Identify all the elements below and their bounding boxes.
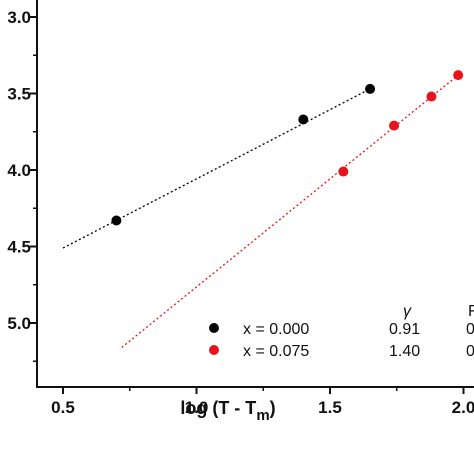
fit-line-series-0	[62, 88, 371, 249]
legend-column-header: F	[468, 303, 474, 320]
legend-marker	[209, 345, 219, 355]
legend-column-header: γ	[403, 303, 412, 320]
fit-line-series-1	[121, 74, 459, 348]
x-tick-label: 1.0	[185, 398, 209, 417]
x-tick-label: 1.5	[318, 398, 342, 417]
legend-marker	[209, 323, 219, 333]
legend-series-name: x = 0.000	[243, 321, 309, 338]
legend: γ Fx = 0.000 0.91 0 x = 0.075 1.40 0	[209, 303, 474, 360]
data-point-series-0	[298, 114, 309, 125]
x-tick-label: 2.0	[452, 398, 474, 417]
x-tick-label: 0.5	[51, 398, 75, 417]
data-point-series-1	[338, 166, 349, 177]
data-point-series-0	[365, 83, 376, 94]
legend-series-name: x = 0.075	[243, 343, 309, 360]
x-axis-title-main: log (T - T	[180, 398, 256, 418]
data-point-series-0	[111, 215, 122, 226]
data-point-series-1	[389, 120, 400, 131]
fit-lines	[62, 74, 459, 348]
legend-gamma-value: 1.40	[389, 343, 420, 360]
y-tick-label: 4.5	[7, 238, 31, 257]
data-points	[111, 70, 464, 226]
x-axis-title-subscript: m	[256, 407, 269, 424]
y-tick-label: 3.0	[7, 8, 31, 27]
legend-extra-value: 0	[466, 343, 474, 360]
data-point-series-1	[453, 70, 464, 81]
ticks: 0.5 1.0 1.5 2.0 3.0 3.5 4.0 4.5 5.0	[7, 8, 474, 417]
x-axis-title: log (T - Tm)	[180, 398, 275, 424]
legend-extra-value: 0	[466, 321, 474, 338]
y-tick-label: 4.0	[7, 161, 31, 180]
y-tick-label: 5.0	[7, 314, 31, 333]
y-tick-label: 3.5	[7, 85, 31, 104]
data-point-series-1	[426, 91, 437, 102]
x-axis-title-close: )	[270, 398, 276, 418]
legend-gamma-value: 0.91	[389, 321, 420, 338]
